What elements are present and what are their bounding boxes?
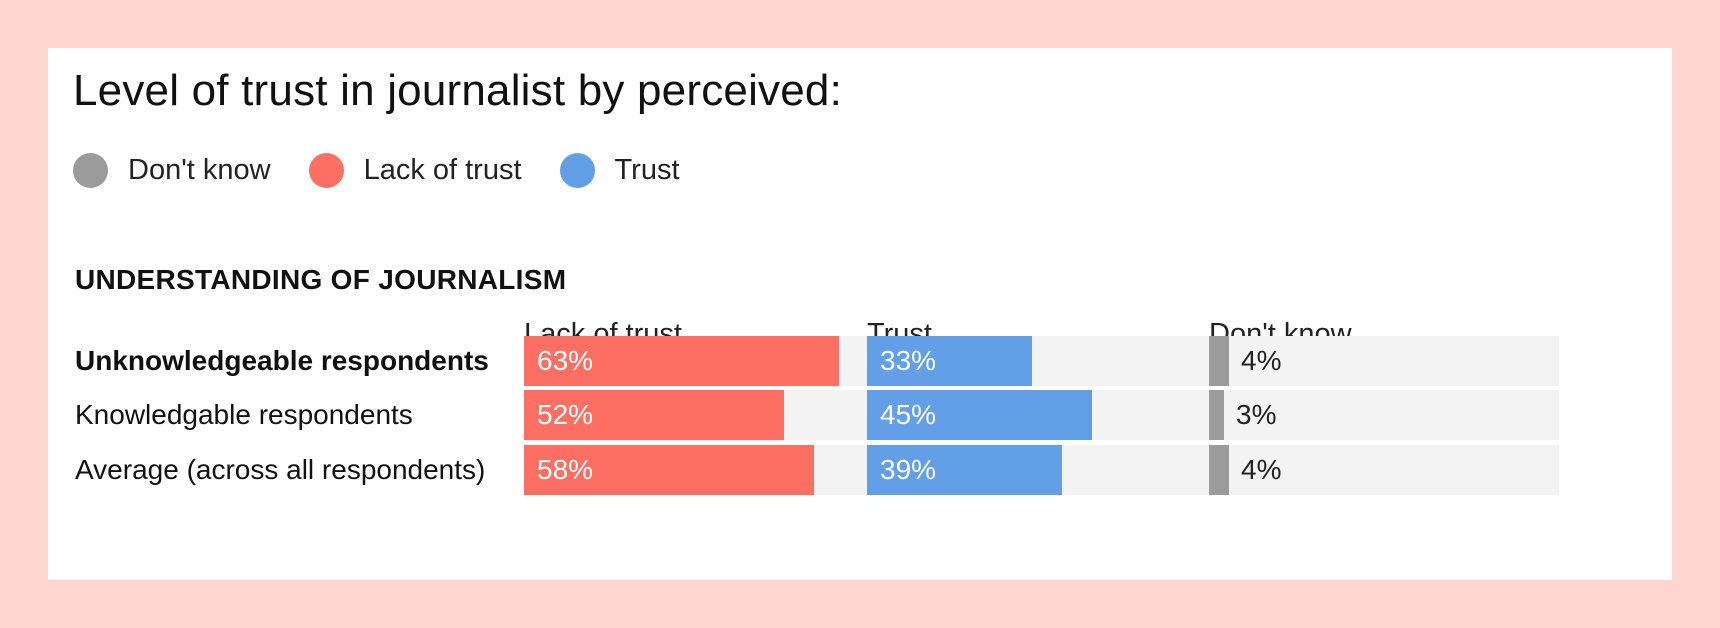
legend-item-dont-know: Don't know bbox=[73, 152, 271, 188]
bar-lack-of-trust-2 bbox=[524, 390, 784, 440]
legend: Don't know Lack of trust Trust bbox=[73, 152, 680, 188]
bar-track-lack-of-trust-1: 63% bbox=[524, 336, 874, 386]
bar-track-trust-1: 33% bbox=[867, 336, 1217, 386]
data-label-lack-of-trust-1: 63% bbox=[537, 345, 594, 376]
legend-item-trust: Trust bbox=[559, 152, 680, 188]
bar-track-don-t-know-1: 4% bbox=[1209, 336, 1559, 386]
legend-label-trust: Trust bbox=[614, 153, 680, 186]
bar-don-t-know-3 bbox=[1209, 445, 1229, 495]
bar-track-trust-2: 45% bbox=[867, 390, 1217, 440]
section-title: UNDERSTANDING OF JOURNALISM bbox=[75, 264, 567, 295]
bar-track-don-t-know-2: 3% bbox=[1209, 390, 1559, 440]
legend-dot-dont-know bbox=[73, 152, 108, 188]
bar-track-lack-of-trust-3: 58% bbox=[524, 445, 874, 495]
bar-lack-of-trust-3 bbox=[524, 445, 814, 495]
legend-dot-lack-of-trust bbox=[308, 152, 344, 188]
row-label-knowledgable-respondents: Knowledgable respondents bbox=[75, 399, 413, 430]
chart-card: Level of trust in journalist by perceive… bbox=[48, 48, 1672, 580]
bar-don-t-know-1 bbox=[1209, 336, 1229, 386]
legend-label-lack-of-trust: Lack of trust bbox=[363, 153, 522, 186]
row-label-unknowledgeable-respondents: Unknowledgeable respondents bbox=[75, 345, 489, 376]
row-label-average-across-all-respondents: Average (across all respondents) bbox=[75, 454, 486, 485]
bar-trust-3 bbox=[867, 445, 1062, 495]
data-label-lack-of-trust-3: 58% bbox=[537, 454, 594, 485]
data-label-trust-1: 33% bbox=[880, 345, 937, 376]
bar-don-t-know-2 bbox=[1209, 390, 1224, 440]
legend-label-dont-know: Don't know bbox=[128, 153, 271, 186]
bar-lack-of-trust-1 bbox=[524, 336, 839, 386]
data-label-don-t-know-3: 4% bbox=[1241, 454, 1282, 485]
bar-trust-1 bbox=[867, 336, 1032, 386]
data-label-don-t-know-2: 3% bbox=[1236, 399, 1277, 430]
data-label-trust-3: 39% bbox=[880, 454, 937, 485]
bar-track-lack-of-trust-2: 52% bbox=[524, 390, 874, 440]
legend-dot-trust bbox=[559, 152, 595, 188]
data-label-trust-2: 45% bbox=[880, 399, 937, 430]
chart-title: Level of trust in journalist by perceive… bbox=[73, 66, 843, 115]
data-label-lack-of-trust-2: 52% bbox=[537, 399, 594, 430]
bar-track-don-t-know-3: 4% bbox=[1209, 445, 1559, 495]
legend-item-lack-of-trust: Lack of trust bbox=[308, 152, 522, 188]
bar-trust-2 bbox=[867, 390, 1092, 440]
data-label-don-t-know-1: 4% bbox=[1241, 345, 1282, 376]
bar-track-trust-3: 39% bbox=[867, 445, 1217, 495]
